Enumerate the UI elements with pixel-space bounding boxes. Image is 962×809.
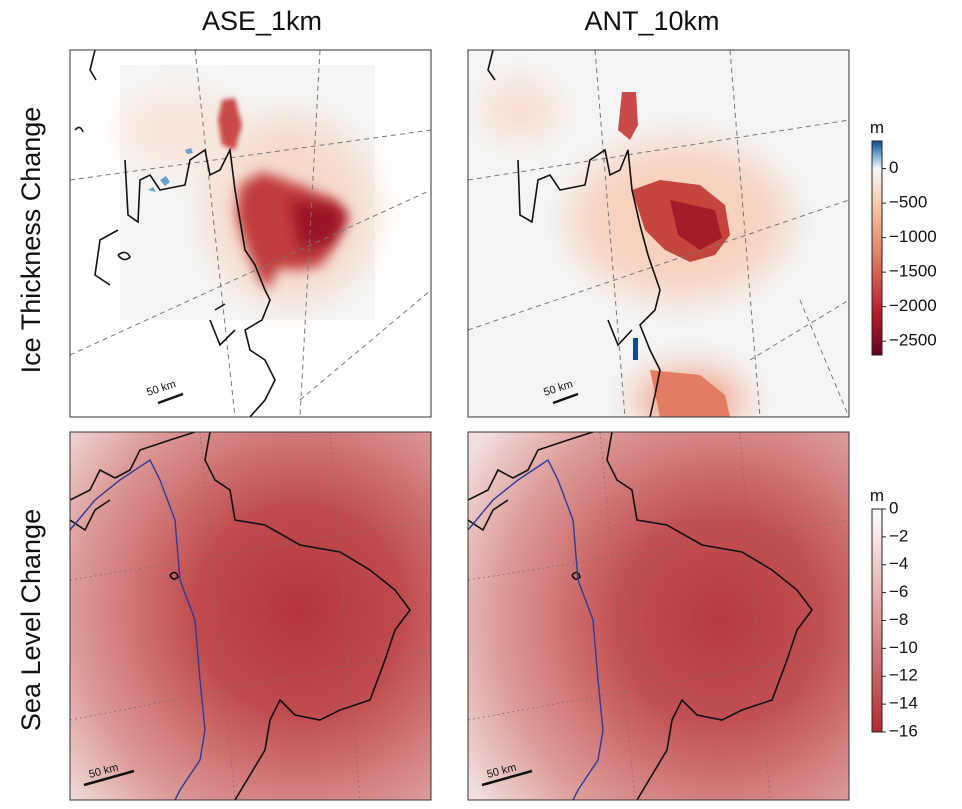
- colorbar-tick-label: 0: [889, 498, 898, 517]
- colorbar-tick-label: −6: [889, 582, 908, 601]
- row-label: Sea Level Change: [16, 509, 46, 731]
- panel-frame: [467, 431, 850, 801]
- map-panel: 50 km: [468, 50, 849, 417]
- colorbar-unit: m: [870, 486, 884, 505]
- panel-frame: [467, 49, 850, 418]
- panel-frame: [69, 431, 432, 801]
- colorbar-tick-label: −14: [889, 694, 918, 713]
- row-label: Ice Thickness Change: [16, 107, 46, 374]
- colorbar-tick-label: 0: [889, 158, 898, 177]
- colorbar-tick-label: −1000: [889, 227, 937, 246]
- column-title: ANT_10km: [584, 6, 719, 36]
- colorbar-tick-label: −500: [889, 193, 927, 212]
- column-title: ASE_1km: [202, 6, 322, 36]
- colorbar-tick-label: −2: [889, 526, 908, 545]
- colorbar: [871, 508, 883, 733]
- colorbar-tick-label: −1500: [889, 262, 937, 281]
- colorbar-tick-label: −10: [889, 638, 918, 657]
- panel-frame: [69, 49, 432, 418]
- colorbar: [871, 140, 883, 356]
- map-panel: 50 km: [70, 432, 431, 800]
- map-panel: 50 km: [70, 50, 431, 417]
- colorbar-tick-label: −16: [889, 721, 918, 740]
- colorbar-tick-label: −4: [889, 554, 908, 573]
- colorbar-tick-label: −8: [889, 610, 908, 629]
- colorbar-unit: m: [870, 118, 884, 137]
- colorbar-tick-label: −2500: [889, 331, 937, 350]
- colorbar-tick-label: −2000: [889, 296, 937, 315]
- map-panel: 50 km: [468, 432, 849, 800]
- colorbar-tick-label: −12: [889, 666, 918, 685]
